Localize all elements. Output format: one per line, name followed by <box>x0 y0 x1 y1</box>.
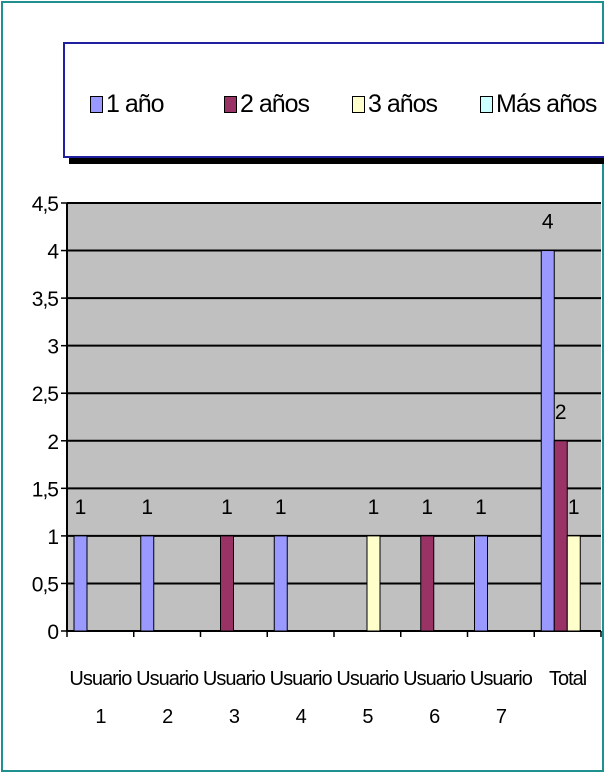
y-tick-label: 2 <box>47 431 58 454</box>
x-tick-label: Usuario <box>270 668 333 690</box>
data-label: 1 <box>75 496 87 519</box>
y-tick-label: 4,5 <box>32 193 59 216</box>
x-tick-label: Usuario <box>69 668 132 690</box>
legend-swatch <box>224 95 237 113</box>
bar <box>140 535 155 632</box>
y-tick-label: 1 <box>47 526 58 549</box>
x-tick-label: 5 <box>362 706 373 728</box>
y-tick-label: 0 <box>47 621 58 644</box>
data-label: 2 <box>555 401 567 424</box>
legend-label: 1 año <box>106 89 165 118</box>
bar <box>566 535 581 632</box>
bar <box>420 535 435 632</box>
y-tick-label: 0,5 <box>32 573 59 596</box>
legend-item: 3 años <box>352 89 438 119</box>
bar <box>540 250 555 632</box>
data-label: 1 <box>275 496 287 519</box>
legend-item: 1 año <box>90 89 165 119</box>
x-tick-label: 6 <box>429 706 440 728</box>
legend-label: 3 años <box>368 89 438 118</box>
x-tick-label: Usuario <box>470 668 533 690</box>
data-label: 1 <box>221 496 233 519</box>
data-label: 1 <box>475 496 487 519</box>
x-tick-label: 7 <box>496 706 507 728</box>
y-tick-label: 1,5 <box>32 478 59 501</box>
bar <box>474 535 488 632</box>
y-tick-label: 3 <box>47 336 58 359</box>
bar <box>73 535 88 632</box>
data-label: 1 <box>141 496 153 519</box>
x-tick-label: Usuario <box>403 668 466 690</box>
x-tick-label: 4 <box>296 706 307 728</box>
data-label: 4 <box>542 211 554 234</box>
bar <box>273 535 288 632</box>
legend: 1 año 2 años 3 años Más años <box>63 42 604 158</box>
legend-label: 2 años <box>240 89 310 118</box>
legend-swatch <box>352 95 365 113</box>
x-tick-label: Usuario <box>203 668 266 690</box>
x-tick-label: 3 <box>229 706 240 728</box>
data-label: 1 <box>368 496 380 519</box>
y-tick-label: 3,5 <box>32 288 59 311</box>
legend-label: Más años <box>496 89 597 118</box>
legend-item: Más años <box>480 89 597 119</box>
bar <box>366 535 381 632</box>
y-tick-label: 4 <box>47 241 59 264</box>
x-tick-label: 1 <box>95 706 106 728</box>
x-tick-label: Usuario <box>136 668 199 690</box>
data-label: 1 <box>421 496 433 519</box>
y-tick-label: 2,5 <box>32 383 59 406</box>
x-tick-label: Total <box>549 668 587 690</box>
legend-swatch <box>480 95 493 113</box>
x-tick-label: Usuario <box>336 668 399 690</box>
x-tick-label: 2 <box>162 706 173 728</box>
data-label: 1 <box>568 496 580 519</box>
plot-area <box>67 203 601 631</box>
bar <box>220 535 234 632</box>
bar <box>553 440 568 632</box>
legend-swatch <box>90 95 103 113</box>
legend-item: 2 años <box>224 89 310 119</box>
